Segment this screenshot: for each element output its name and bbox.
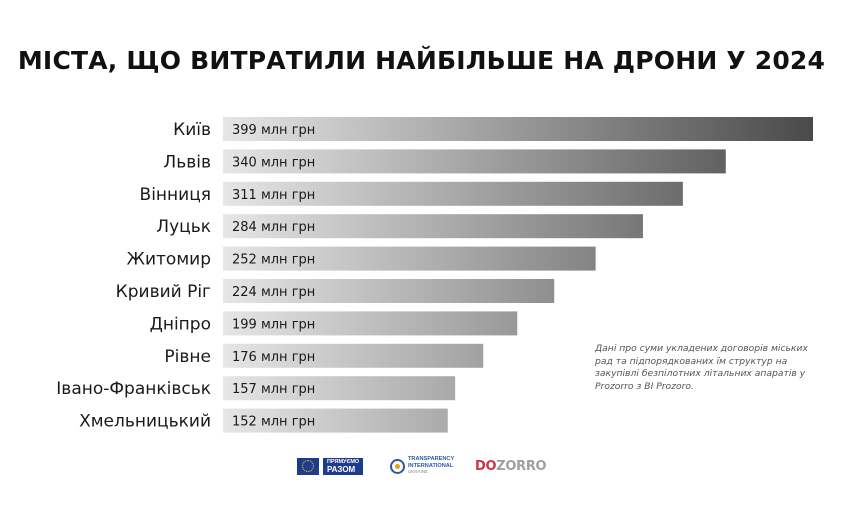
category-label: Кривий Ріг — [116, 282, 211, 302]
value-label: 157 млн грн — [232, 382, 315, 397]
category-label: Хмельницький — [79, 412, 211, 432]
category-label: Дніпро — [150, 314, 211, 334]
value-label: 176 млн грн — [232, 350, 315, 365]
bar — [223, 311, 518, 336]
value-label: 224 млн грн — [232, 285, 315, 300]
bar — [223, 408, 448, 433]
dozorro-logo-part1: DO — [475, 458, 497, 474]
value-label: 252 млн грн — [232, 253, 315, 268]
category-label: Київ — [173, 120, 211, 140]
ti-logo-line1: TRANSPARENCY — [408, 456, 455, 463]
category-label: Вінниця — [140, 185, 211, 205]
bar — [223, 343, 484, 368]
ti-logo-line3: UKRAINE — [408, 469, 429, 475]
bar — [223, 376, 456, 401]
bar — [223, 246, 596, 271]
chart-title: МІСТА, ЩО ВИТРАТИЛИ НАЙБІЛЬШЕ НА ДРОНИ У… — [17, 46, 826, 75]
value-label: 399 млн грн — [232, 123, 315, 138]
eu-logo-line2: РАЗОМ — [327, 465, 356, 474]
category-label: Рівне — [164, 347, 211, 367]
category-label: Луцьк — [156, 217, 211, 237]
value-label: 340 млн грн — [232, 155, 315, 170]
bar — [223, 181, 683, 206]
category-label: Львів — [163, 152, 211, 172]
bar — [223, 117, 813, 141]
value-label: 199 млн грн — [232, 317, 315, 332]
eu-logo-line1: ПРЯМУЄМО — [327, 459, 360, 465]
bar — [223, 149, 726, 174]
dozorro-logo-part2: ZORRO — [496, 458, 547, 474]
ti-logo-line2: INTERNATIONAL — [408, 462, 454, 469]
category-label: Житомир — [127, 250, 211, 270]
eu-logo: ПРЯМУЄМО РАЗОМ — [297, 455, 364, 477]
bar — [223, 214, 643, 239]
data-source-note: Дані про суми укладених договорів міськи… — [595, 343, 808, 392]
value-label: 311 млн грн — [232, 188, 315, 203]
category-label: Івано-Франківськ — [56, 379, 211, 399]
ti-globe-icon — [390, 458, 405, 474]
value-label: 284 млн грн — [232, 220, 315, 235]
bar — [223, 279, 555, 303]
transparency-international-logo: TRANSPARENCY INTERNATIONAL UKRAINE — [390, 455, 454, 477]
dozorro-logo: DO ZORRO — [475, 455, 547, 477]
value-label: 152 млн грн — [232, 415, 315, 430]
eu-flag-icon — [297, 457, 319, 475]
